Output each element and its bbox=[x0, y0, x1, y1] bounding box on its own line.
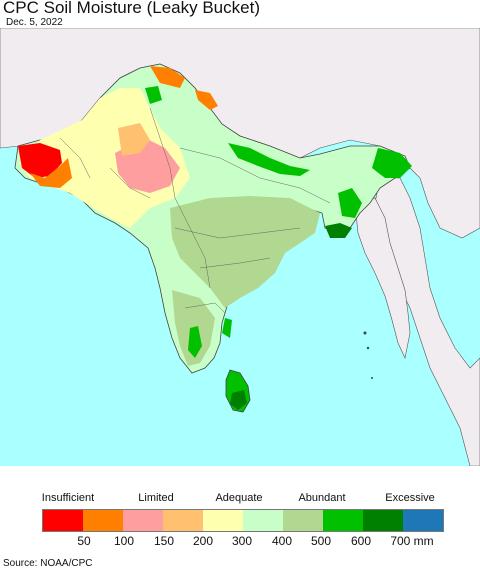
zone-orange-kashmir bbox=[195, 90, 218, 110]
zone-bright-green-himalaya bbox=[228, 143, 310, 176]
state-borders bbox=[59, 107, 331, 314]
legend-swatch-8 bbox=[363, 510, 403, 531]
zone-bright-green-kerala bbox=[188, 326, 202, 358]
island-nicobar bbox=[371, 377, 373, 379]
zone-bright-green-bengal bbox=[338, 188, 362, 218]
legend: Insufficient Limited Adequate Abundant E… bbox=[0, 488, 480, 552]
legend-swatch-9 bbox=[403, 510, 443, 531]
legend-swatch-1 bbox=[83, 510, 123, 531]
zone-dark-green-bangladesh bbox=[325, 223, 352, 238]
legend-swatch-7 bbox=[323, 510, 363, 531]
legend-swatch-5 bbox=[243, 510, 283, 531]
map-date: Dec. 5, 2022 bbox=[6, 17, 63, 28]
zone-yellow-nw bbox=[20, 88, 190, 228]
legend-cat-excessive: Excessive bbox=[385, 492, 435, 504]
outside-land-myanmar bbox=[354, 197, 411, 359]
legend-tick-100: 100 bbox=[113, 534, 135, 548]
legend-swatch-3 bbox=[163, 510, 203, 531]
legend-swatches bbox=[42, 509, 444, 532]
island-andaman bbox=[363, 331, 367, 335]
zone-bright-green-tn bbox=[222, 318, 232, 338]
island-andaman-2 bbox=[366, 346, 370, 350]
legend-tick-150: 150 bbox=[153, 534, 175, 548]
zone-green-central bbox=[170, 196, 320, 308]
source-credit: Source: NOAA/CPC bbox=[3, 558, 93, 569]
legend-swatch-4 bbox=[203, 510, 243, 531]
legend-swatch-2 bbox=[123, 510, 163, 531]
zone-bright-green-ne bbox=[372, 148, 412, 178]
legend-tick-700: 700 mm bbox=[390, 534, 434, 548]
legend-swatch-0 bbox=[43, 510, 83, 531]
legend-cat-limited: Limited bbox=[138, 492, 174, 504]
zone-orange-north bbox=[150, 66, 185, 88]
legend-tick-500: 500 bbox=[310, 534, 332, 548]
legend-cat-abundant: Abundant bbox=[298, 492, 346, 504]
map-title: CPC Soil Moisture (Leaky Bucket) bbox=[3, 0, 260, 17]
legend-cat-insufficient: Insufficient bbox=[41, 492, 95, 504]
soil-moisture-map bbox=[0, 27, 480, 467]
legend-tick-200: 200 bbox=[192, 534, 214, 548]
legend-tick-50: 50 bbox=[77, 534, 91, 548]
zone-orange-tan bbox=[118, 123, 150, 156]
legend-cat-adequate: Adequate bbox=[215, 492, 263, 504]
sri-lanka-dark bbox=[230, 390, 247, 410]
zone-orange-coast bbox=[30, 158, 72, 188]
legend-tick-300: 300 bbox=[231, 534, 253, 548]
zone-red-coast bbox=[18, 143, 62, 178]
zone-bright-green-north bbox=[145, 86, 162, 104]
legend-tick-400: 400 bbox=[271, 534, 293, 548]
legend-swatch-6 bbox=[283, 510, 323, 531]
legend-tick-600: 600 bbox=[350, 534, 372, 548]
